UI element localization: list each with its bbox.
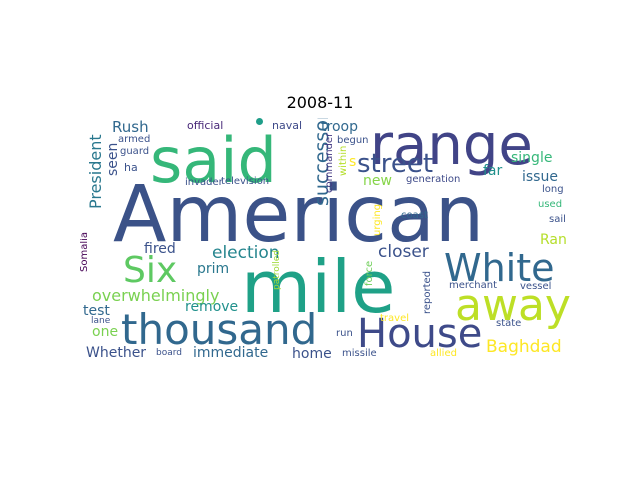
word-street: street [357,149,434,179]
word-ran: Ran [540,232,567,248]
word-remove: remove [185,299,239,315]
word-said: said [150,124,277,197]
word-lane: lane [91,316,111,326]
word-seen: seen [105,142,121,176]
word-fired: fired [144,241,176,257]
word-s: s [349,154,357,170]
word-patrolled: patrolled [272,249,282,290]
word-within: within [338,145,349,176]
word-begun: begun [337,135,369,146]
word-invader: invader [185,177,223,188]
word-white: White [444,246,555,290]
word-armed: armed [118,134,151,145]
word-issue: issue [522,169,558,185]
word-vessel: vessel [520,281,552,292]
word-board: board [156,348,182,358]
word-whether: Whether [86,345,147,361]
word-state: state [496,318,522,329]
word-home: home [292,346,332,362]
word-troop: troop [321,119,358,135]
word-ha: ha [124,161,138,174]
word-reported: reported [422,270,433,314]
word-mile: mile [241,245,396,329]
word-naval: naval [272,119,303,132]
bullet-dot [256,118,263,125]
word-missile: missile [342,348,377,359]
chart-title: 2008-11 [286,93,354,112]
word-travel: travel [380,313,410,324]
word-somalia: Somalia [80,231,90,272]
word-closer: closer [378,242,429,262]
word-away: away [455,280,571,331]
word-guard: guard [120,146,150,157]
word-television: television [221,176,270,187]
word-run: run [336,328,353,339]
word-thousand: thousand [121,305,318,354]
word-cloud: American mile said range thousand House … [80,118,580,368]
word-range: range [370,118,533,178]
word-force: force [364,260,375,286]
word-test: test [83,303,110,319]
word-election: election [212,243,280,263]
word-overwhelmingly: overwhelmingly [92,286,220,305]
word-six: Six [123,250,178,291]
word-urging: urging [372,203,383,236]
word-commander: commander [324,132,335,193]
word-new: new [363,173,392,189]
word-generation: generation [406,174,461,185]
word-sail: sail [549,214,566,225]
word-prim: prim [197,261,230,277]
word-house: House [357,311,483,357]
word-allied: allied [430,348,457,359]
word-coast: coast [401,210,428,221]
word-immediate: immediate [193,345,269,361]
word-baghdad: Baghdad [486,337,562,357]
word-one: one [92,324,119,340]
word-used: used [538,199,563,210]
word-american: American [113,170,485,260]
word-single: single [511,150,553,166]
word-rush: Rush [112,118,149,136]
word-official: official [187,119,224,132]
word-merchant: merchant [449,280,498,291]
word-far: far [483,163,503,179]
word-president: President [86,134,105,209]
word-long: long [542,184,564,195]
